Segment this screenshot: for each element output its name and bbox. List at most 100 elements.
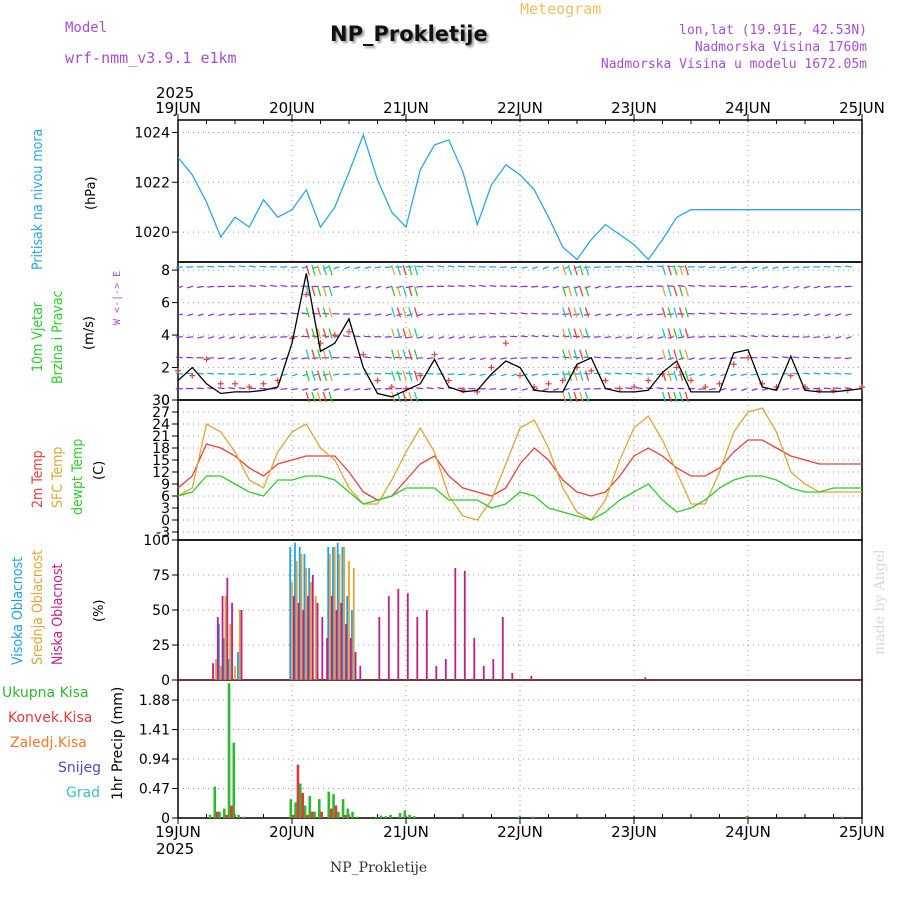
wind-direction-arrow xyxy=(573,328,578,339)
wind-direction-arrow xyxy=(426,265,434,268)
wind-direction-arrow xyxy=(499,266,507,269)
wind-direction-arrow xyxy=(343,285,351,289)
wind-direction-arrow xyxy=(567,265,573,276)
wind-direction-arrow xyxy=(249,265,256,268)
bottom-date-label: 19JUN xyxy=(155,823,201,841)
wind-direction-arrow xyxy=(333,266,340,270)
wind-gust-marker xyxy=(246,384,253,391)
cloud-ytick-label: 50 xyxy=(152,603,170,619)
wind-direction-arrow xyxy=(328,265,333,276)
wind-direction-arrow xyxy=(625,285,633,288)
wind-gust-marker xyxy=(217,380,224,387)
wind-direction-arrow xyxy=(792,356,800,359)
wind-direction-arrow xyxy=(395,336,403,339)
precip-bar xyxy=(327,791,331,818)
wind-direction-arrow xyxy=(510,388,518,391)
wind-direction-arrow xyxy=(678,370,684,381)
cloud-bar xyxy=(416,617,419,680)
precip-bar xyxy=(213,786,217,818)
wind-direction-arrow xyxy=(579,328,584,339)
wind-direction-arrow xyxy=(437,265,445,268)
wind-direction-arrow xyxy=(771,335,779,338)
precip-ytick-label: 0 xyxy=(161,811,170,827)
wind-direction-arrow xyxy=(740,312,748,315)
wind-direction-arrow xyxy=(677,284,685,287)
wind-direction-arrow xyxy=(646,313,654,316)
wind-direction-arrow xyxy=(402,265,407,276)
wind-direction-arrow xyxy=(396,370,402,381)
wind-direction-arrow xyxy=(311,349,316,360)
wind-direction-arrow xyxy=(311,357,319,359)
wind-direction-arrow xyxy=(413,328,419,339)
top-date-label: 22JUN xyxy=(497,99,543,117)
wind-direction-arrow xyxy=(594,313,601,317)
wind-direction-arrow xyxy=(322,370,327,381)
wind-direction-arrow xyxy=(531,335,539,338)
wind-direction-arrow xyxy=(312,388,319,391)
wind-direction-arrow xyxy=(322,328,327,339)
legend-snow: Snijeg xyxy=(58,760,102,776)
wind-direction-arrow xyxy=(834,285,842,288)
wind-gust-marker xyxy=(203,356,210,363)
wind-direction-arrow xyxy=(408,391,413,403)
wind-direction-arrow xyxy=(228,357,236,360)
wind-direction-arrow xyxy=(673,307,678,318)
cloud-bar xyxy=(333,547,336,680)
wind-direction-arrow xyxy=(661,349,667,360)
wind-direction-arrow xyxy=(813,336,821,339)
wind-gust-marker xyxy=(502,340,509,347)
wind-direction-arrow xyxy=(521,266,528,269)
wind-direction-arrow xyxy=(761,373,769,376)
wind-direction-arrow xyxy=(402,286,407,297)
wind-direction-arrow xyxy=(332,285,340,288)
wind-direction-arrow xyxy=(661,328,667,339)
wind-direction-arrow xyxy=(584,307,590,318)
wind-direction-arrow xyxy=(604,372,612,375)
wind-direction-arrow xyxy=(835,313,842,317)
wind-direction-arrow xyxy=(217,265,225,268)
wind-direction-arrow xyxy=(438,336,445,340)
cloud-bar xyxy=(349,638,352,680)
bottom-date-label: 23JUN xyxy=(611,823,657,841)
wind-direction-arrow xyxy=(562,349,567,360)
wind-direction-arrow xyxy=(413,286,419,297)
cloud-bar xyxy=(351,610,353,680)
temperature-ytick-label: 27 xyxy=(152,405,170,421)
wind-direction-arrow xyxy=(824,285,831,289)
precip-bar xyxy=(356,816,359,818)
wind-direction-arrow xyxy=(328,370,333,381)
wind-gust-marker xyxy=(189,372,196,379)
wind-direction-arrow xyxy=(688,284,695,287)
cloud-bar xyxy=(332,547,334,680)
wind-direction-arrow xyxy=(270,357,277,361)
cloud-bar xyxy=(338,554,341,680)
wind-direction-arrow xyxy=(391,307,396,318)
precip-bar xyxy=(341,799,345,818)
wind-direction-arrow xyxy=(408,328,413,339)
wind-direction-arrow xyxy=(673,286,678,297)
wind-direction-arrow xyxy=(541,335,549,338)
wind-direction-arrow xyxy=(406,313,413,317)
wind-direction-arrow xyxy=(384,356,392,359)
wind-direction-arrow xyxy=(782,356,789,359)
wind-direction-arrow xyxy=(468,265,476,268)
wind-direction-arrow xyxy=(709,373,716,377)
wind-direction-arrow xyxy=(584,265,590,276)
wind-gust-marker xyxy=(631,384,637,391)
wind-gust-marker xyxy=(417,372,424,379)
model-elevation-label: Nadmorska Visina u modelu 1672.05m xyxy=(600,57,867,72)
wind-direction-arrow xyxy=(343,373,351,376)
wind-direction-arrow xyxy=(615,313,622,317)
cloud-bar xyxy=(237,652,239,680)
wind-direction-arrow xyxy=(656,313,664,316)
wind-direction-arrow xyxy=(333,388,340,391)
wind-direction-arrow xyxy=(186,285,194,289)
legend-freezing-rain: Zaledj.Kisa xyxy=(10,735,87,751)
legend-total-rain: Ukupna Kisa xyxy=(2,685,89,701)
bottom-date-label: 20JUN xyxy=(269,823,315,841)
wind-direction-arrow xyxy=(197,336,204,339)
temperature-series-line xyxy=(177,439,862,501)
wind-direction-arrow xyxy=(667,284,674,287)
wind-gust-marker xyxy=(745,354,751,361)
wind-direction-arrow xyxy=(552,335,560,338)
